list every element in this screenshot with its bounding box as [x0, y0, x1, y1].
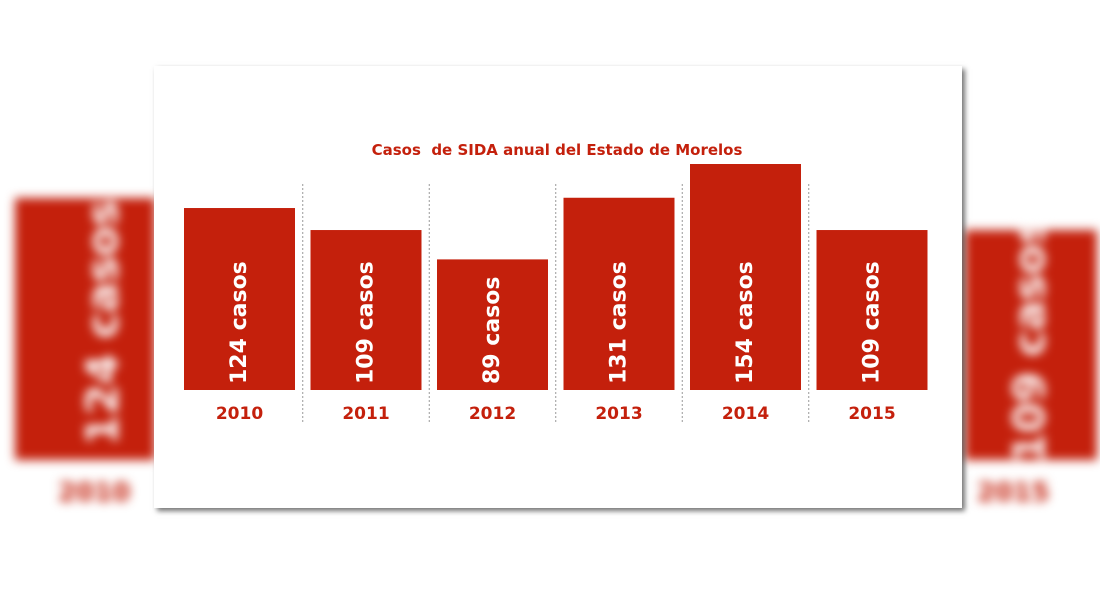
bar-label-2015: 109 casos [860, 261, 885, 384]
year-label-2015: 2015 [848, 404, 895, 424]
bar-chart: Casos de SIDA anual del Estado de Morelo… [184, 141, 928, 424]
bars-group [184, 164, 928, 390]
bar-label-2013: 131 casos [607, 261, 632, 384]
year-label-2010: 2010 [216, 404, 263, 424]
year-label-2013: 2013 [595, 404, 642, 424]
bar-2011 [310, 230, 422, 390]
background-bar-label-right: 109 casos [1004, 217, 1056, 464]
bar-label-2012: 89 casos [480, 277, 505, 384]
background-blur-left: 124 casos 2010 [0, 0, 160, 600]
bar-2012 [437, 259, 548, 390]
background-year-left: 2010 [58, 478, 131, 508]
background-blur-right: 109 casos 2015 [955, 0, 1100, 600]
bar-2010 [184, 208, 295, 390]
background-bar-right [965, 230, 1097, 460]
bar-2014 [690, 164, 801, 390]
bar-labels-group: 124 casos 109 casos 89 casos 131 casos 154 c… [227, 261, 885, 384]
bar-label-2010: 124 casos [227, 261, 252, 384]
background-bar-left [15, 198, 155, 460]
background-bar-label-left: 124 casos [77, 199, 129, 446]
bar-label-2014: 154 casos [733, 261, 758, 384]
bar-2013 [563, 197, 675, 390]
chart-card: Casos de SIDA anual del Estado de Morelo… [154, 66, 962, 508]
year-label-2012: 2012 [469, 404, 516, 424]
year-label-2011: 2011 [342, 404, 389, 424]
chart-title: Casos de SIDA anual del Estado de Morelo… [372, 141, 743, 159]
bar-2015 [816, 230, 928, 390]
background-year-right: 2015 [977, 478, 1050, 508]
year-labels-group: 2010 2011 2012 2013 2014 2015 [216, 404, 896, 424]
year-label-2014: 2014 [722, 404, 769, 424]
bar-label-2011: 109 casos [354, 261, 379, 384]
